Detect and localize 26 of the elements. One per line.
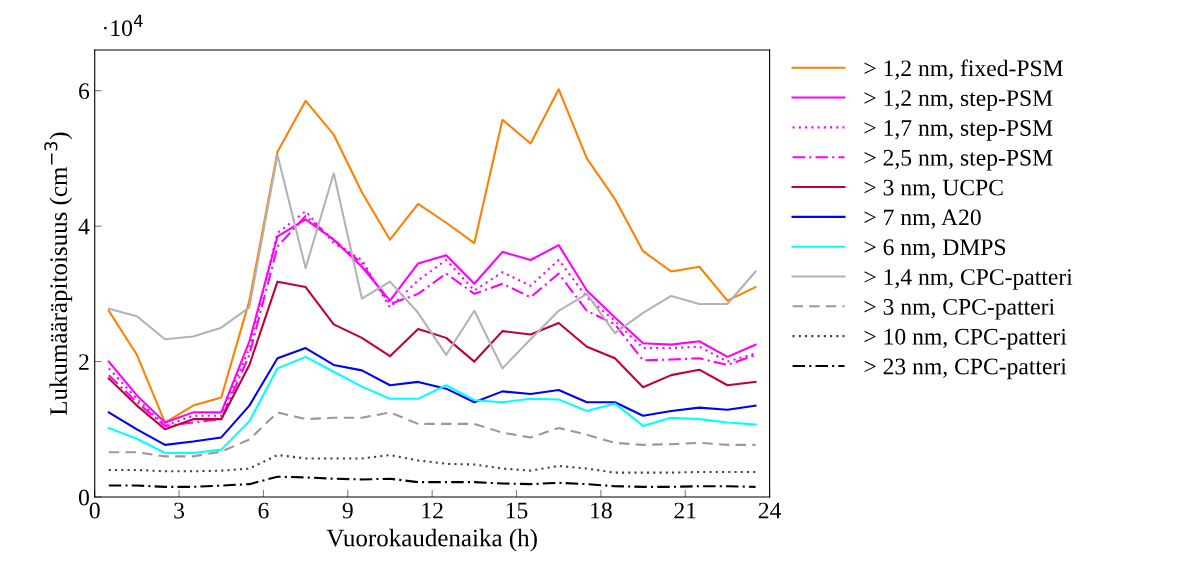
x-tick-label: 24: [758, 502, 782, 519]
y-tick-label: 4: [78, 218, 90, 235]
legend-label: > 6 nm, DMPS: [864, 239, 1006, 259]
x-tick-label: 6: [258, 502, 269, 519]
legend-label: > 1,4 nm, CPC-patteri: [864, 269, 1073, 290]
x-tick-label: 3: [174, 502, 185, 519]
legend-label: > 1,7 nm, step-PSM: [864, 120, 1053, 141]
y-tick-label: 6: [79, 83, 90, 100]
legend-label: > 1,2 nm, fixed-PSM: [864, 59, 1063, 80]
legend-label: > 1,2 nm, step-PSM: [864, 90, 1053, 111]
y-tick-label: 0: [78, 489, 89, 506]
y-axis-title: Lukumääräpitoisuus (cm$^{−3}$): [44, 132, 73, 416]
legend-label: > 3 nm, CPC-patteri: [864, 298, 1055, 320]
x-tick-label: 9: [342, 502, 353, 519]
x-tick-label: 15: [506, 502, 528, 519]
x-axis-title: Vuorokaudenaika (h): [326, 528, 537, 552]
text: ·10$^{4}$: [104, 14, 143, 37]
legend-label: > 7 nm, A20: [864, 209, 981, 229]
x-tick-label: 12: [422, 502, 443, 519]
legend-label: > 2,5 nm, step-PSM: [864, 149, 1053, 171]
x-tick-label: 18: [591, 502, 612, 519]
legend-label: > 10 nm, CPC-patteri: [864, 328, 1067, 350]
y-tick-label: 2: [79, 354, 89, 370]
legend-label: > 3 nm, UCPC: [864, 179, 1003, 199]
x-tick-label: 21: [674, 502, 696, 519]
legend-label: > 23 nm, CPC-patteri: [864, 358, 1067, 380]
